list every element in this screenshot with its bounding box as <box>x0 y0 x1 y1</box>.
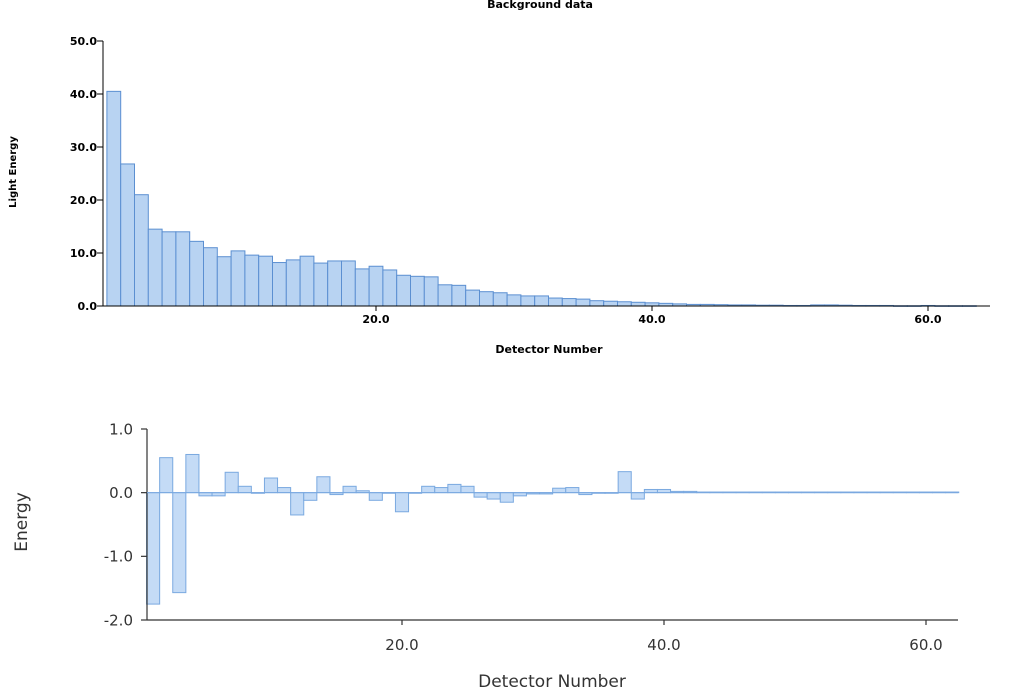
bar <box>492 292 508 307</box>
bottom-chart: Energy Detector Number -2.0 -1.0 0.0 1.0 20.… <box>12 420 960 692</box>
bar <box>617 301 632 307</box>
y-tick-label: 0.0 <box>109 484 133 502</box>
bar <box>382 269 398 307</box>
bar <box>159 457 174 494</box>
bar <box>161 231 177 307</box>
bar <box>396 274 412 307</box>
bar <box>552 487 567 494</box>
x-tick-label: 40.0 <box>647 636 680 654</box>
bar <box>341 260 356 307</box>
bar <box>299 255 315 307</box>
bar <box>617 471 632 494</box>
bar <box>520 295 536 307</box>
bar <box>479 291 494 307</box>
axes: 0.0 10.0 20.0 30.0 40.0 50.0 20.0 40.0 60.0 <box>70 35 990 326</box>
y-tick-label: 40.0 <box>70 88 97 101</box>
y-axis-label: Light Energy <box>8 136 19 208</box>
bar <box>290 492 305 516</box>
bar <box>203 247 218 307</box>
bar <box>263 477 279 494</box>
bar <box>565 487 580 494</box>
y-tick-label: 20.0 <box>70 194 97 207</box>
bar <box>134 194 149 307</box>
y-axis-label: Energy <box>12 492 32 552</box>
axes: -2.0 -1.0 0.0 1.0 20.0 40.0 60.0 <box>104 420 958 654</box>
bar <box>175 231 191 307</box>
y-tick-label: 1.0 <box>109 420 133 438</box>
bar <box>423 276 439 307</box>
bar <box>534 295 550 307</box>
bar <box>327 260 343 307</box>
bar <box>216 256 232 307</box>
bar <box>185 453 200 494</box>
bar <box>277 487 292 494</box>
bar <box>499 492 514 503</box>
bar-series <box>146 453 960 605</box>
bar <box>368 265 384 307</box>
bar <box>460 485 475 494</box>
bar <box>437 284 453 307</box>
bar <box>506 294 522 307</box>
x-tick-label: 20.0 <box>385 636 418 654</box>
x-tick-label: 60.0 <box>909 636 942 654</box>
bar <box>447 483 462 494</box>
bar <box>603 300 619 307</box>
x-axis-label: Detector Number <box>495 343 603 356</box>
bar <box>630 492 645 500</box>
bar <box>561 298 577 307</box>
bar <box>146 492 161 605</box>
bar <box>465 289 481 307</box>
bar <box>258 255 274 307</box>
bar <box>316 476 331 494</box>
bar <box>285 259 301 307</box>
y-tick-label: 10.0 <box>70 247 97 260</box>
x-tick-label: 20.0 <box>362 313 389 326</box>
bar <box>244 254 260 307</box>
bar <box>434 487 449 494</box>
bar <box>230 250 246 307</box>
bar <box>548 297 563 307</box>
bar <box>368 492 383 501</box>
bar <box>303 492 318 501</box>
bar <box>575 298 591 307</box>
x-axis-label: Detector Number <box>478 672 626 692</box>
bar <box>224 471 239 494</box>
bar <box>106 90 122 307</box>
chart-title: Background data <box>487 0 593 11</box>
y-tick-label: 50.0 <box>70 35 97 48</box>
bar <box>172 492 187 594</box>
bar <box>473 492 488 498</box>
bar <box>421 485 436 494</box>
top-chart: Background data Light Energy Detector Nu… <box>8 0 990 356</box>
y-tick-label: -1.0 <box>104 548 133 566</box>
bar <box>486 492 501 500</box>
bar <box>120 163 135 307</box>
bar <box>354 268 370 307</box>
bar <box>342 485 357 494</box>
bar <box>410 275 425 307</box>
bar <box>147 228 163 307</box>
x-tick-label: 40.0 <box>638 313 665 326</box>
bar <box>237 485 252 494</box>
bar <box>394 492 410 513</box>
bar <box>189 240 204 307</box>
y-tick-label: 0.0 <box>78 300 98 313</box>
y-tick-label: 30.0 <box>70 141 97 154</box>
bar <box>630 301 646 307</box>
y-tick-label: -2.0 <box>104 611 133 629</box>
bar-series <box>106 90 977 307</box>
bar <box>589 300 605 307</box>
bar <box>313 262 329 307</box>
x-tick-label: 60.0 <box>914 313 941 326</box>
bar <box>272 262 287 307</box>
bar <box>451 284 467 307</box>
